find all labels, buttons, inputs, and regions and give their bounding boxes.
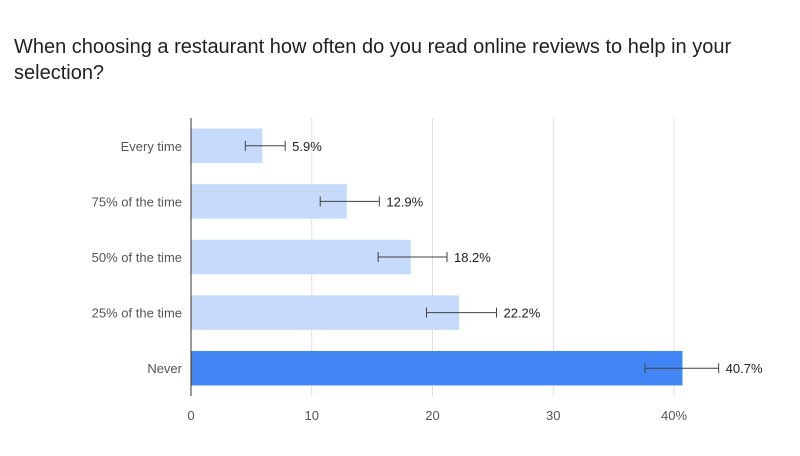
- category-label: 75% of the time: [92, 194, 182, 209]
- bar: [191, 295, 460, 330]
- category-label: Never: [147, 361, 182, 376]
- x-tick-label: 30: [546, 408, 560, 423]
- bar: [191, 239, 411, 275]
- error-bars: [244, 140, 720, 374]
- x-tick-label: 10: [305, 408, 319, 423]
- category-label: 25% of the time: [92, 306, 182, 321]
- bars: [191, 128, 683, 386]
- data-label: 5.9%: [292, 139, 322, 154]
- category-label: 50% of the time: [92, 250, 182, 265]
- category-label: Every time: [121, 139, 182, 154]
- data-label: 22.2%: [503, 306, 540, 321]
- bar: [191, 350, 683, 386]
- data-label: 18.2%: [454, 250, 491, 265]
- x-tick-label: 0: [187, 408, 194, 423]
- x-tick-label: 20: [425, 408, 439, 423]
- chart-title: When choosing a restaurant how often do …: [14, 36, 732, 84]
- x-tick-label: 40%: [661, 408, 687, 423]
- data-label: 40.7%: [726, 361, 763, 376]
- data-label: 12.9%: [386, 194, 423, 209]
- labels: 0 10 20 30 40% Every time 5.9% 75% of the time 1…: [92, 139, 763, 423]
